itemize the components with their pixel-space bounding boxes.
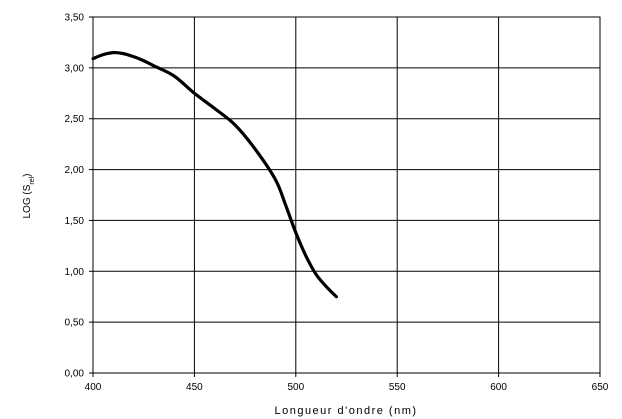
x-tick-label: 450: [186, 382, 203, 393]
y-axis-label-base: LOG (S: [22, 184, 33, 218]
y-tick-label: 1,50: [65, 216, 85, 227]
x-tick-label: 400: [85, 382, 102, 393]
y-tick-label: 0,00: [65, 369, 85, 380]
y-axis-label-close: ): [22, 173, 33, 176]
plot-area: [92, 16, 601, 374]
x-axis-label: Longueur d'ondre (nm): [274, 405, 417, 417]
x-axis-ticks: 400 450 500 550 600 650: [85, 373, 609, 393]
grid: [93, 17, 600, 373]
y-axis-label: LOG (Srel): [22, 173, 36, 218]
x-tick-label: 550: [389, 382, 406, 393]
y-tick-label: 1,00: [65, 267, 85, 278]
x-tick-label: 500: [287, 382, 304, 393]
y-tick-label: 0,50: [65, 318, 85, 329]
y-tick-label: 2,00: [65, 165, 85, 176]
y-axis-ticks: 0,00 0,50 1,00 1,50 2,00 2,50 3,00 3,50: [65, 13, 93, 380]
series-line: [91, 50, 338, 299]
x-tick-label: 650: [592, 382, 609, 393]
y-tick-label: 3,50: [65, 13, 85, 24]
y-tick-label: 3,00: [65, 63, 85, 74]
y-tick-label: 2,50: [65, 114, 85, 125]
series-group: [91, 50, 338, 299]
y-axis-label-sub: rel: [29, 176, 36, 184]
x-tick-label: 600: [490, 382, 507, 393]
